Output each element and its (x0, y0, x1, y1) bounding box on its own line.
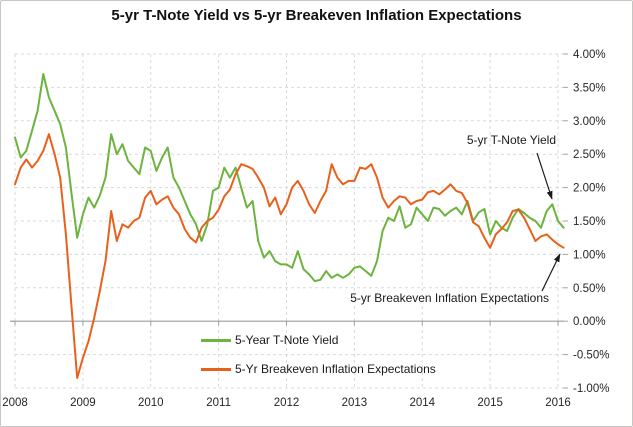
svg-text:2009: 2009 (70, 397, 96, 409)
svg-text:1.50%: 1.50% (573, 216, 606, 228)
svg-text:2014: 2014 (409, 397, 435, 409)
annotation-arrows (536, 152, 561, 292)
svg-text:3.00%: 3.00% (573, 116, 606, 128)
series-lines (14, 73, 565, 379)
svg-text:2016: 2016 (545, 397, 571, 409)
svg-text:0.50%: 0.50% (573, 283, 606, 295)
tnote-annotation-arrow (536, 152, 553, 200)
legend-swatch-tnote (201, 338, 231, 342)
annotation-tnote: 5-yr T-Note Yield (466, 133, 556, 147)
breakeven-annotation-arrow (541, 253, 561, 292)
svg-text:-1.00%: -1.00% (573, 383, 609, 395)
svg-text:2.00%: 2.00% (573, 183, 606, 195)
svg-text:2.50%: 2.50% (573, 149, 606, 161)
svg-text:2015: 2015 (477, 397, 503, 409)
svg-text:3.50%: 3.50% (573, 82, 606, 94)
legend-item-breakeven: 5-Yr Breakeven Inflation Expectations (201, 362, 436, 376)
svg-text:2010: 2010 (138, 397, 164, 409)
legend-label-breakeven: 5-Yr Breakeven Inflation Expectations (235, 362, 436, 376)
legend-swatch-breakeven (201, 367, 231, 371)
svg-text:2011: 2011 (206, 397, 231, 409)
svg-text:2012: 2012 (274, 397, 300, 409)
legend-item-tnote: 5-Year T-Note Yield (201, 333, 338, 347)
legend-label-tnote: 5-Year T-Note Yield (235, 333, 339, 347)
svg-text:0.00%: 0.00% (573, 316, 606, 328)
vertical-gridlines (14, 54, 559, 388)
horizontal-gridlines (15, 53, 564, 389)
svg-text:1.00%: 1.00% (573, 249, 606, 261)
svg-text:2008: 2008 (2, 397, 28, 409)
svg-text:4.00%: 4.00% (573, 49, 606, 61)
svg-text:-0.50%: -0.50% (573, 350, 609, 362)
x-axis-tick-labels: 2008 2009 2010 2011 2012 2013 2014 2015 2016 (2, 397, 571, 409)
axis-tick-marks (14, 53, 568, 389)
y-axis-tick-labels: 4.00% 3.50% 3.00% 2.50% 2.00% 1.50% 1.00% 0.50%… (573, 49, 609, 395)
annotation-breakeven: 5-yr Breakeven Inflation Expectations (350, 291, 549, 305)
svg-text:2013: 2013 (342, 397, 368, 409)
chart-title: 5-yr T-Note Yield vs 5-yr Breakeven Infl… (111, 7, 522, 24)
